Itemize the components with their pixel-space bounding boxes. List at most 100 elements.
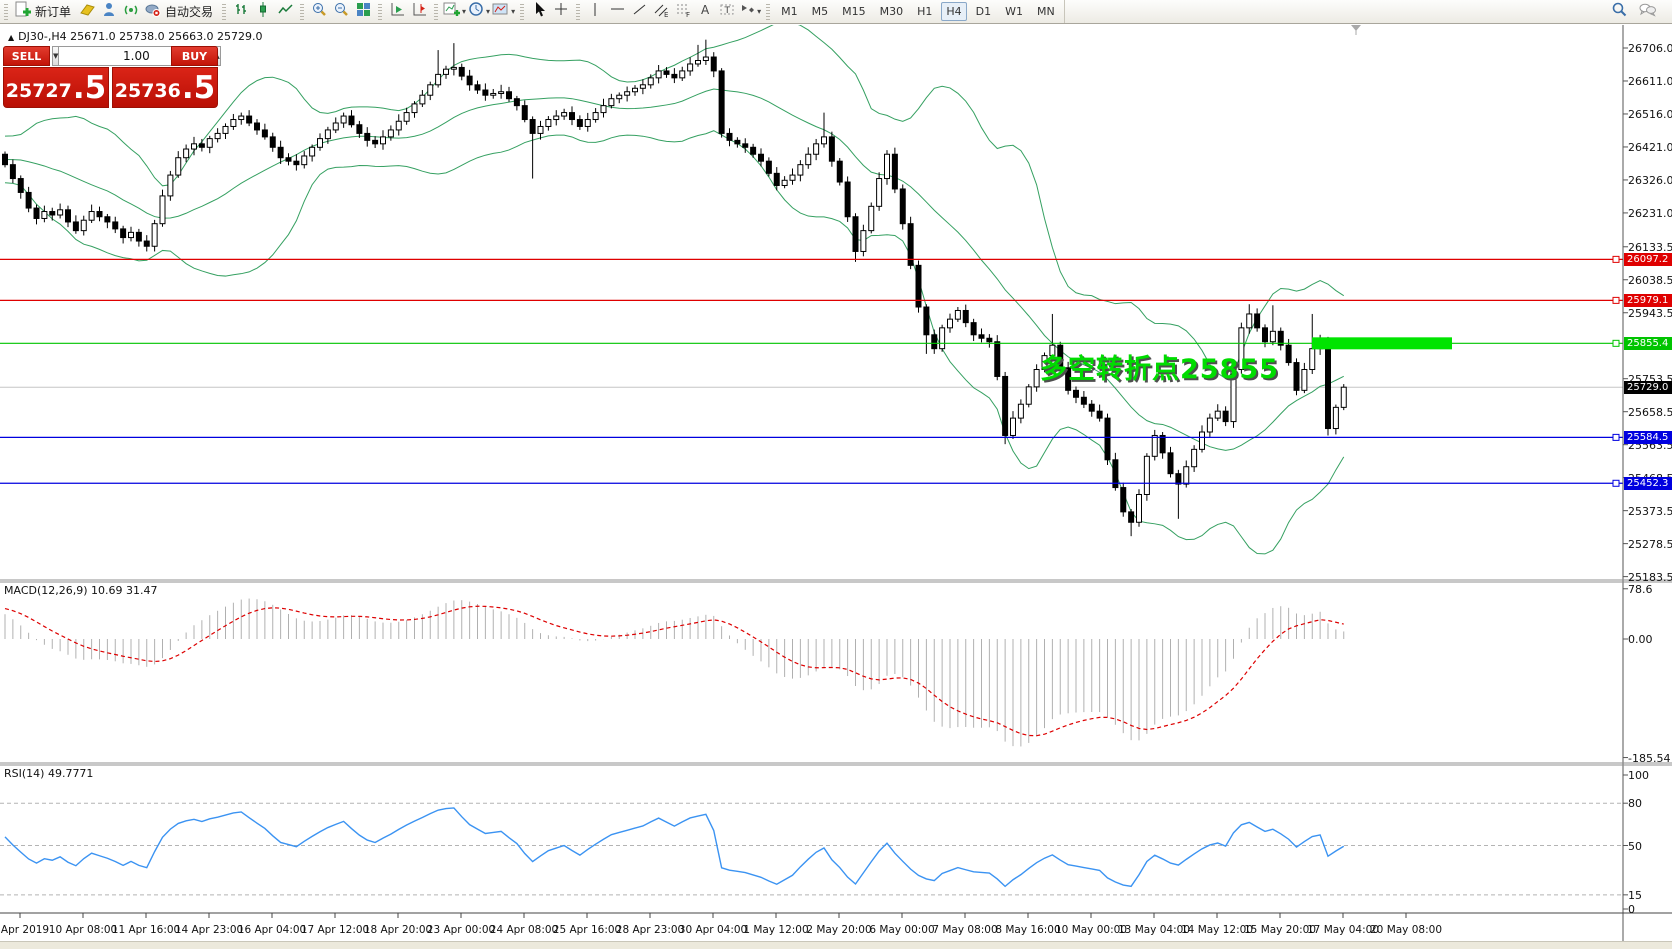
green-zone-rectangle[interactable] (1312, 337, 1452, 350)
tile-windows-button[interactable] (353, 1, 373, 23)
price-tag: 25979.1 (1624, 293, 1672, 307)
time-axis-label: 28 Apr 23:00 (615, 924, 685, 936)
templates-dropdown-caret[interactable]: ▾ (511, 7, 516, 16)
new-order-label[interactable]: 新订单 (35, 5, 72, 19)
rsi-indicator (0, 802, 1623, 896)
time-axis-label: 25 Apr 16:00 (552, 924, 622, 936)
collapse-triangle-icon[interactable]: ▲ (8, 33, 15, 42)
autotrading-icon (144, 1, 162, 22)
symbol-ohlc-header: ▲ DJ30-,H4 25671.0 25738.0 25663.0 25729.… (8, 30, 263, 43)
auto-scroll-icon (389, 1, 406, 22)
time-axis-label: 14 Apr 23:00 (174, 924, 244, 936)
chart-shift-icon (411, 1, 428, 22)
timeframe-w1[interactable]: W1 (1005, 5, 1023, 18)
auto-scroll-button[interactable] (387, 1, 407, 23)
trendline-button[interactable] (629, 1, 649, 23)
time-axis-label: 17 Apr 12:00 (300, 924, 370, 936)
sell-button[interactable]: SELL (3, 46, 50, 66)
buy-button[interactable]: BUY (171, 46, 218, 66)
buy-price-display[interactable]: 25736 .5 (112, 67, 218, 108)
bar-chart-button[interactable] (231, 1, 251, 23)
time-axis-label: 6 May 00:00 (869, 924, 935, 936)
timeframe-m30[interactable]: M30 (879, 5, 904, 18)
svg-text:A: A (701, 3, 710, 17)
text-label-icon: T (719, 1, 736, 22)
price-axis-label: 26133.5 (1628, 240, 1672, 254)
axes-and-separators (0, 25, 1672, 941)
toolbar-grip (378, 3, 383, 20)
candlesticks[interactable] (2, 39, 1347, 537)
timeframe-h1[interactable]: H1 (917, 5, 933, 18)
autotrading-button[interactable] (143, 1, 163, 23)
time-axis-label: 23 Apr 00:00 (426, 924, 496, 936)
symbol-ohlc-text: DJ30-,H4 25671.0 25738.0 25663.0 25729.0 (18, 30, 263, 43)
candlestick-chart-button[interactable] (253, 1, 273, 23)
price-axis-label: 26326.0 (1628, 173, 1672, 187)
fibonacci-icon: F (675, 1, 692, 22)
zoom-out-button[interactable] (331, 1, 351, 23)
one-click-trading-panel: SELL ▼ ▲ BUY 25727 .5 25736 .5 (3, 46, 221, 108)
price-axis-label: 25183.5 (1628, 570, 1672, 584)
rsi-axis-label: 0 (1628, 903, 1635, 916)
chart-shift-marker[interactable] (1349, 25, 1362, 35)
price-axis-label: 26706.0 (1628, 42, 1672, 55)
trendline-icon (631, 1, 648, 22)
timeframe-m5[interactable]: M5 (811, 5, 829, 18)
time-axis-label: 11 Apr 16:00 (111, 924, 181, 936)
timeframe-m15[interactable]: M15 (842, 5, 866, 18)
signals-button[interactable] (121, 1, 141, 23)
navigator-button[interactable] (99, 1, 119, 23)
timeframe-d1[interactable]: D1 (975, 5, 992, 18)
volume-decrease-button[interactable]: ▼ (52, 46, 60, 66)
toolbar-grip (434, 3, 439, 20)
timeframe-m1[interactable]: M1 (781, 5, 798, 18)
fibonacci-button[interactable]: F (673, 1, 693, 23)
periods-dropdown-caret[interactable]: ▾ (486, 7, 491, 16)
price-axis-label: 25278.5 (1628, 537, 1672, 551)
search-button[interactable] (1609, 1, 1629, 23)
templates-button[interactable]: ▾ (492, 1, 515, 23)
text-label-button[interactable]: T (717, 1, 737, 23)
arrows-dropdown-caret[interactable]: ▾ (757, 7, 762, 16)
price-axis-label: 26611.0 (1628, 74, 1672, 88)
chart-annotation-text[interactable]: 多空转折点25855 (1040, 354, 1279, 385)
crosshair-button[interactable] (551, 1, 571, 23)
zoom-in-button[interactable] (309, 1, 329, 23)
signals-icon (123, 1, 140, 22)
sell-price-main: 25727 (5, 80, 72, 102)
time-axis-label: 16 Apr 04:00 (237, 924, 307, 936)
toolbar-grip (576, 3, 581, 20)
chart-shift-button[interactable] (409, 1, 429, 23)
market-watch-button[interactable] (77, 1, 97, 23)
periods-clock-icon (468, 1, 485, 22)
horizontal-level-lines[interactable] (0, 255, 1623, 487)
new-chart-button[interactable]: ▾ (443, 1, 466, 23)
timeframe-h4[interactable]: H4 (941, 2, 967, 21)
sell-price-display[interactable]: 25727 .5 (3, 67, 109, 108)
equidistant-channel-button[interactable]: E (651, 1, 671, 23)
toolbar-grip (222, 3, 227, 20)
horizontal-line-button[interactable] (607, 1, 627, 23)
chart-canvas[interactable] (0, 25, 1672, 949)
time-axis-label: 9 Apr 2019 (0, 924, 50, 936)
chat-icon (1638, 1, 1658, 22)
price-axis-label: 26038.5 (1628, 273, 1672, 287)
cursor-button[interactable] (529, 1, 549, 23)
rsi-axis-label: 80 (1628, 797, 1642, 811)
tile-windows-icon (355, 1, 372, 22)
line-chart-button[interactable] (275, 1, 295, 23)
chat-button[interactable] (1638, 1, 1658, 23)
new-order-button[interactable] (13, 1, 33, 23)
timeframe-mn[interactable]: MN (1037, 5, 1055, 18)
new-chart-dropdown-caret[interactable]: ▾ (462, 7, 467, 16)
arrows-button[interactable]: ▾ (739, 1, 761, 23)
text-button[interactable]: A (695, 1, 715, 23)
main-toolbar: 新订单 自动交易 ▾ ▾ (0, 0, 1672, 24)
toolbar-grip (766, 3, 771, 20)
price-axis-label: 26516.0 (1628, 107, 1672, 121)
time-axis-label: 13 May 04:00 (1117, 924, 1191, 936)
periods-button[interactable]: ▾ (468, 1, 490, 23)
vertical-line-button[interactable] (585, 1, 605, 23)
autotrading-label[interactable]: 自动交易 (165, 5, 214, 19)
equidistant-channel-icon: E (653, 1, 670, 22)
